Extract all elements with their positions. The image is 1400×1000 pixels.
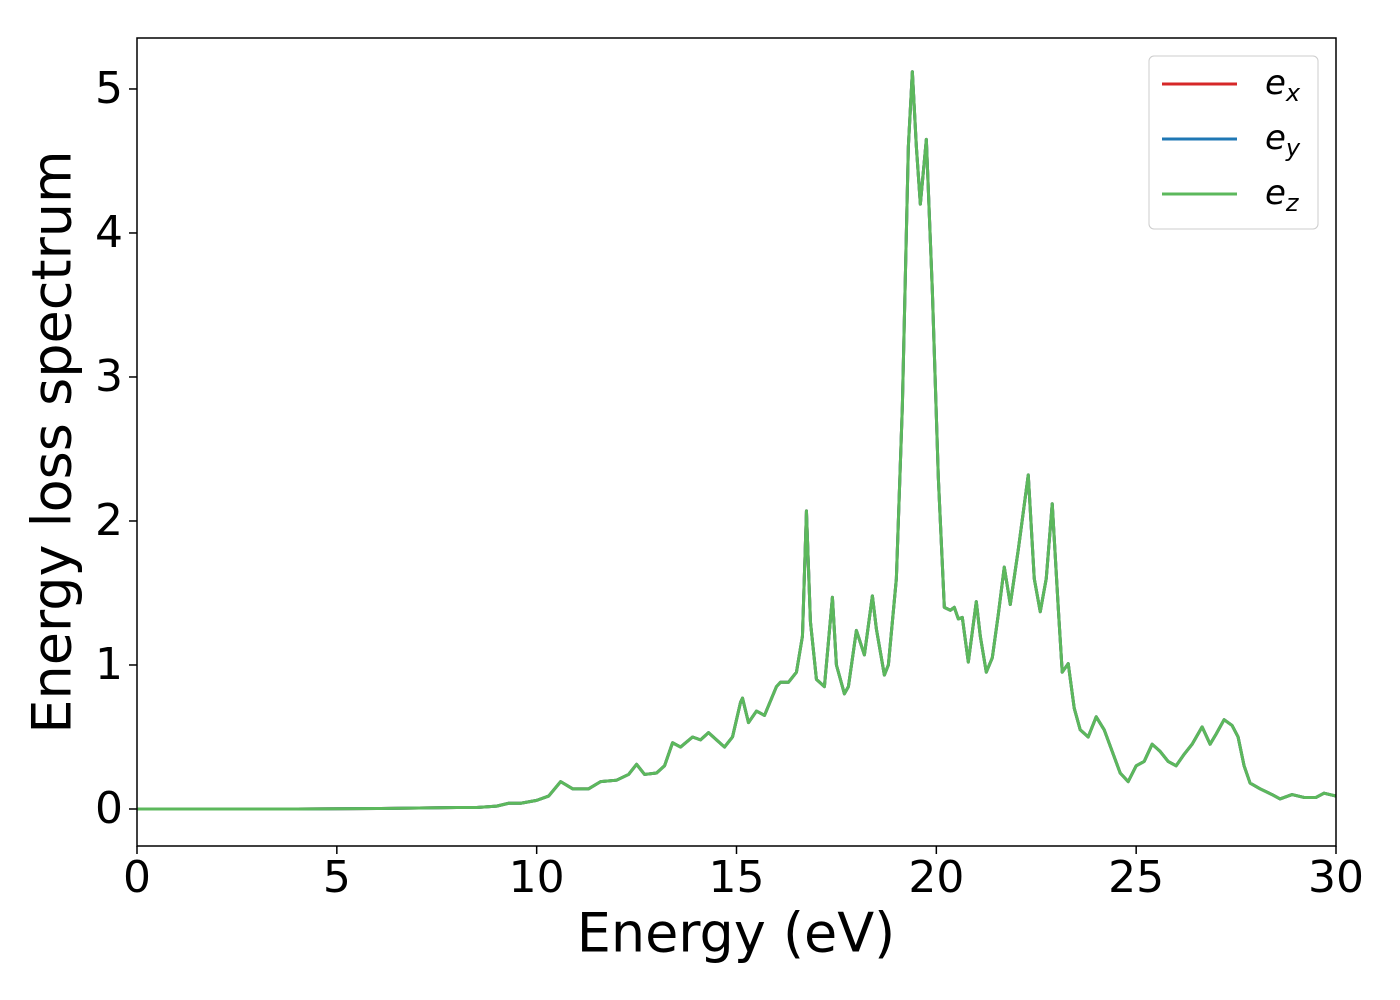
x-tick-label: 0 xyxy=(123,852,151,903)
x-tick-label: 30 xyxy=(1308,852,1364,903)
y-tick-label: 0 xyxy=(95,783,123,834)
plot-area xyxy=(137,70,1336,811)
legend-box xyxy=(1148,55,1319,230)
legend: ex ey ez xyxy=(1148,55,1319,230)
legend-label: ex xyxy=(1265,63,1301,108)
plot-frame xyxy=(136,37,1337,847)
legend-label: ez xyxy=(1265,173,1300,218)
y-tick-label: 2 xyxy=(95,495,123,546)
x-tick-label: 20 xyxy=(908,852,964,903)
series-line xyxy=(137,70,1336,811)
y-tick-label: 3 xyxy=(95,351,123,402)
x-tick-label: 15 xyxy=(709,852,765,903)
y-tick-label: 4 xyxy=(95,207,123,258)
x-tick-label: 10 xyxy=(509,852,565,903)
x-axis-label: Energy (eV) xyxy=(577,902,896,965)
y-tick-label: 5 xyxy=(95,63,123,114)
y-axis-label: Energy loss spectrum xyxy=(21,150,84,733)
y-tick-label: 1 xyxy=(95,639,123,690)
x-tick-label: 5 xyxy=(323,852,351,903)
legend-label: ey xyxy=(1265,118,1301,163)
x-tick-label: 25 xyxy=(1108,852,1164,903)
